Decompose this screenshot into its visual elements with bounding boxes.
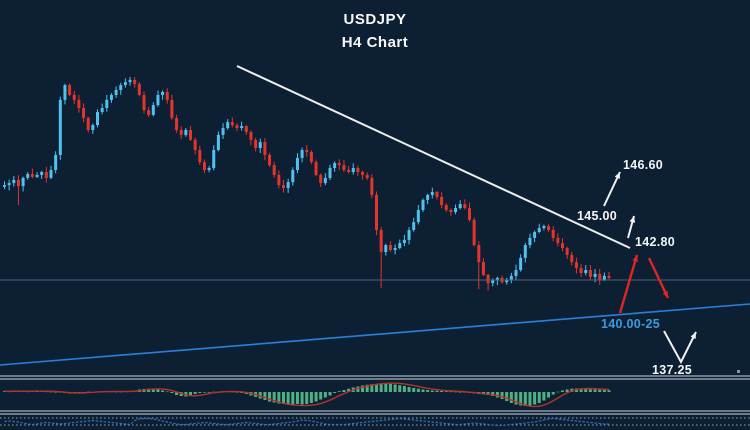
panel-separators	[0, 375, 750, 415]
price-label-2: 142.80	[635, 235, 676, 249]
small-dot	[737, 370, 740, 373]
price-label-0: 146.60	[623, 158, 664, 172]
price-label-3: 140.00-25	[601, 317, 660, 331]
forecast-arrows-layer	[603, 171, 697, 365]
trendlines-layer	[0, 65, 750, 366]
indicator-oscillator-layer	[0, 417, 750, 427]
indicator-histogram-layer	[3, 382, 611, 408]
candles-layer	[3, 76, 611, 291]
price-label-1: 145.00	[577, 209, 618, 223]
price-label-4: 137.25	[652, 363, 693, 377]
